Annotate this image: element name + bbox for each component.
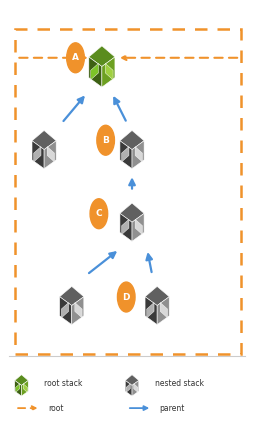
Polygon shape xyxy=(132,381,139,396)
Polygon shape xyxy=(120,203,144,222)
Polygon shape xyxy=(102,57,115,87)
Polygon shape xyxy=(126,384,130,392)
Polygon shape xyxy=(89,46,115,67)
Text: parent: parent xyxy=(160,404,185,413)
Polygon shape xyxy=(60,286,84,306)
Polygon shape xyxy=(61,303,69,318)
Text: D: D xyxy=(122,292,130,301)
Bar xyxy=(15,29,241,354)
Polygon shape xyxy=(145,297,157,325)
Polygon shape xyxy=(157,297,169,325)
Polygon shape xyxy=(32,130,56,150)
Polygon shape xyxy=(135,219,142,234)
Text: root stack: root stack xyxy=(44,379,83,388)
Polygon shape xyxy=(32,141,44,169)
Polygon shape xyxy=(105,63,113,80)
Polygon shape xyxy=(44,141,56,169)
Polygon shape xyxy=(15,381,22,396)
Polygon shape xyxy=(135,147,142,162)
Polygon shape xyxy=(134,384,138,392)
Circle shape xyxy=(117,282,135,312)
Polygon shape xyxy=(145,286,169,306)
Text: C: C xyxy=(96,209,102,218)
Polygon shape xyxy=(120,141,132,169)
Text: A: A xyxy=(72,53,79,62)
Text: nested stack: nested stack xyxy=(155,379,204,388)
Circle shape xyxy=(97,125,115,155)
Polygon shape xyxy=(22,381,28,396)
Polygon shape xyxy=(125,375,139,385)
Polygon shape xyxy=(75,303,82,318)
Polygon shape xyxy=(132,213,144,241)
Polygon shape xyxy=(160,303,167,318)
Polygon shape xyxy=(120,130,144,150)
Polygon shape xyxy=(23,384,27,392)
Polygon shape xyxy=(122,147,129,162)
Polygon shape xyxy=(89,57,102,87)
Polygon shape xyxy=(47,147,54,162)
Polygon shape xyxy=(16,384,20,392)
Polygon shape xyxy=(34,147,41,162)
Polygon shape xyxy=(72,297,84,325)
Polygon shape xyxy=(132,141,144,169)
Polygon shape xyxy=(60,297,72,325)
Text: B: B xyxy=(102,136,109,145)
Polygon shape xyxy=(15,375,28,385)
Polygon shape xyxy=(122,219,129,234)
Text: root: root xyxy=(48,404,63,413)
Polygon shape xyxy=(147,303,154,318)
Circle shape xyxy=(67,43,84,73)
Polygon shape xyxy=(91,63,99,80)
Polygon shape xyxy=(120,213,132,241)
Circle shape xyxy=(90,199,108,229)
Polygon shape xyxy=(125,381,132,396)
